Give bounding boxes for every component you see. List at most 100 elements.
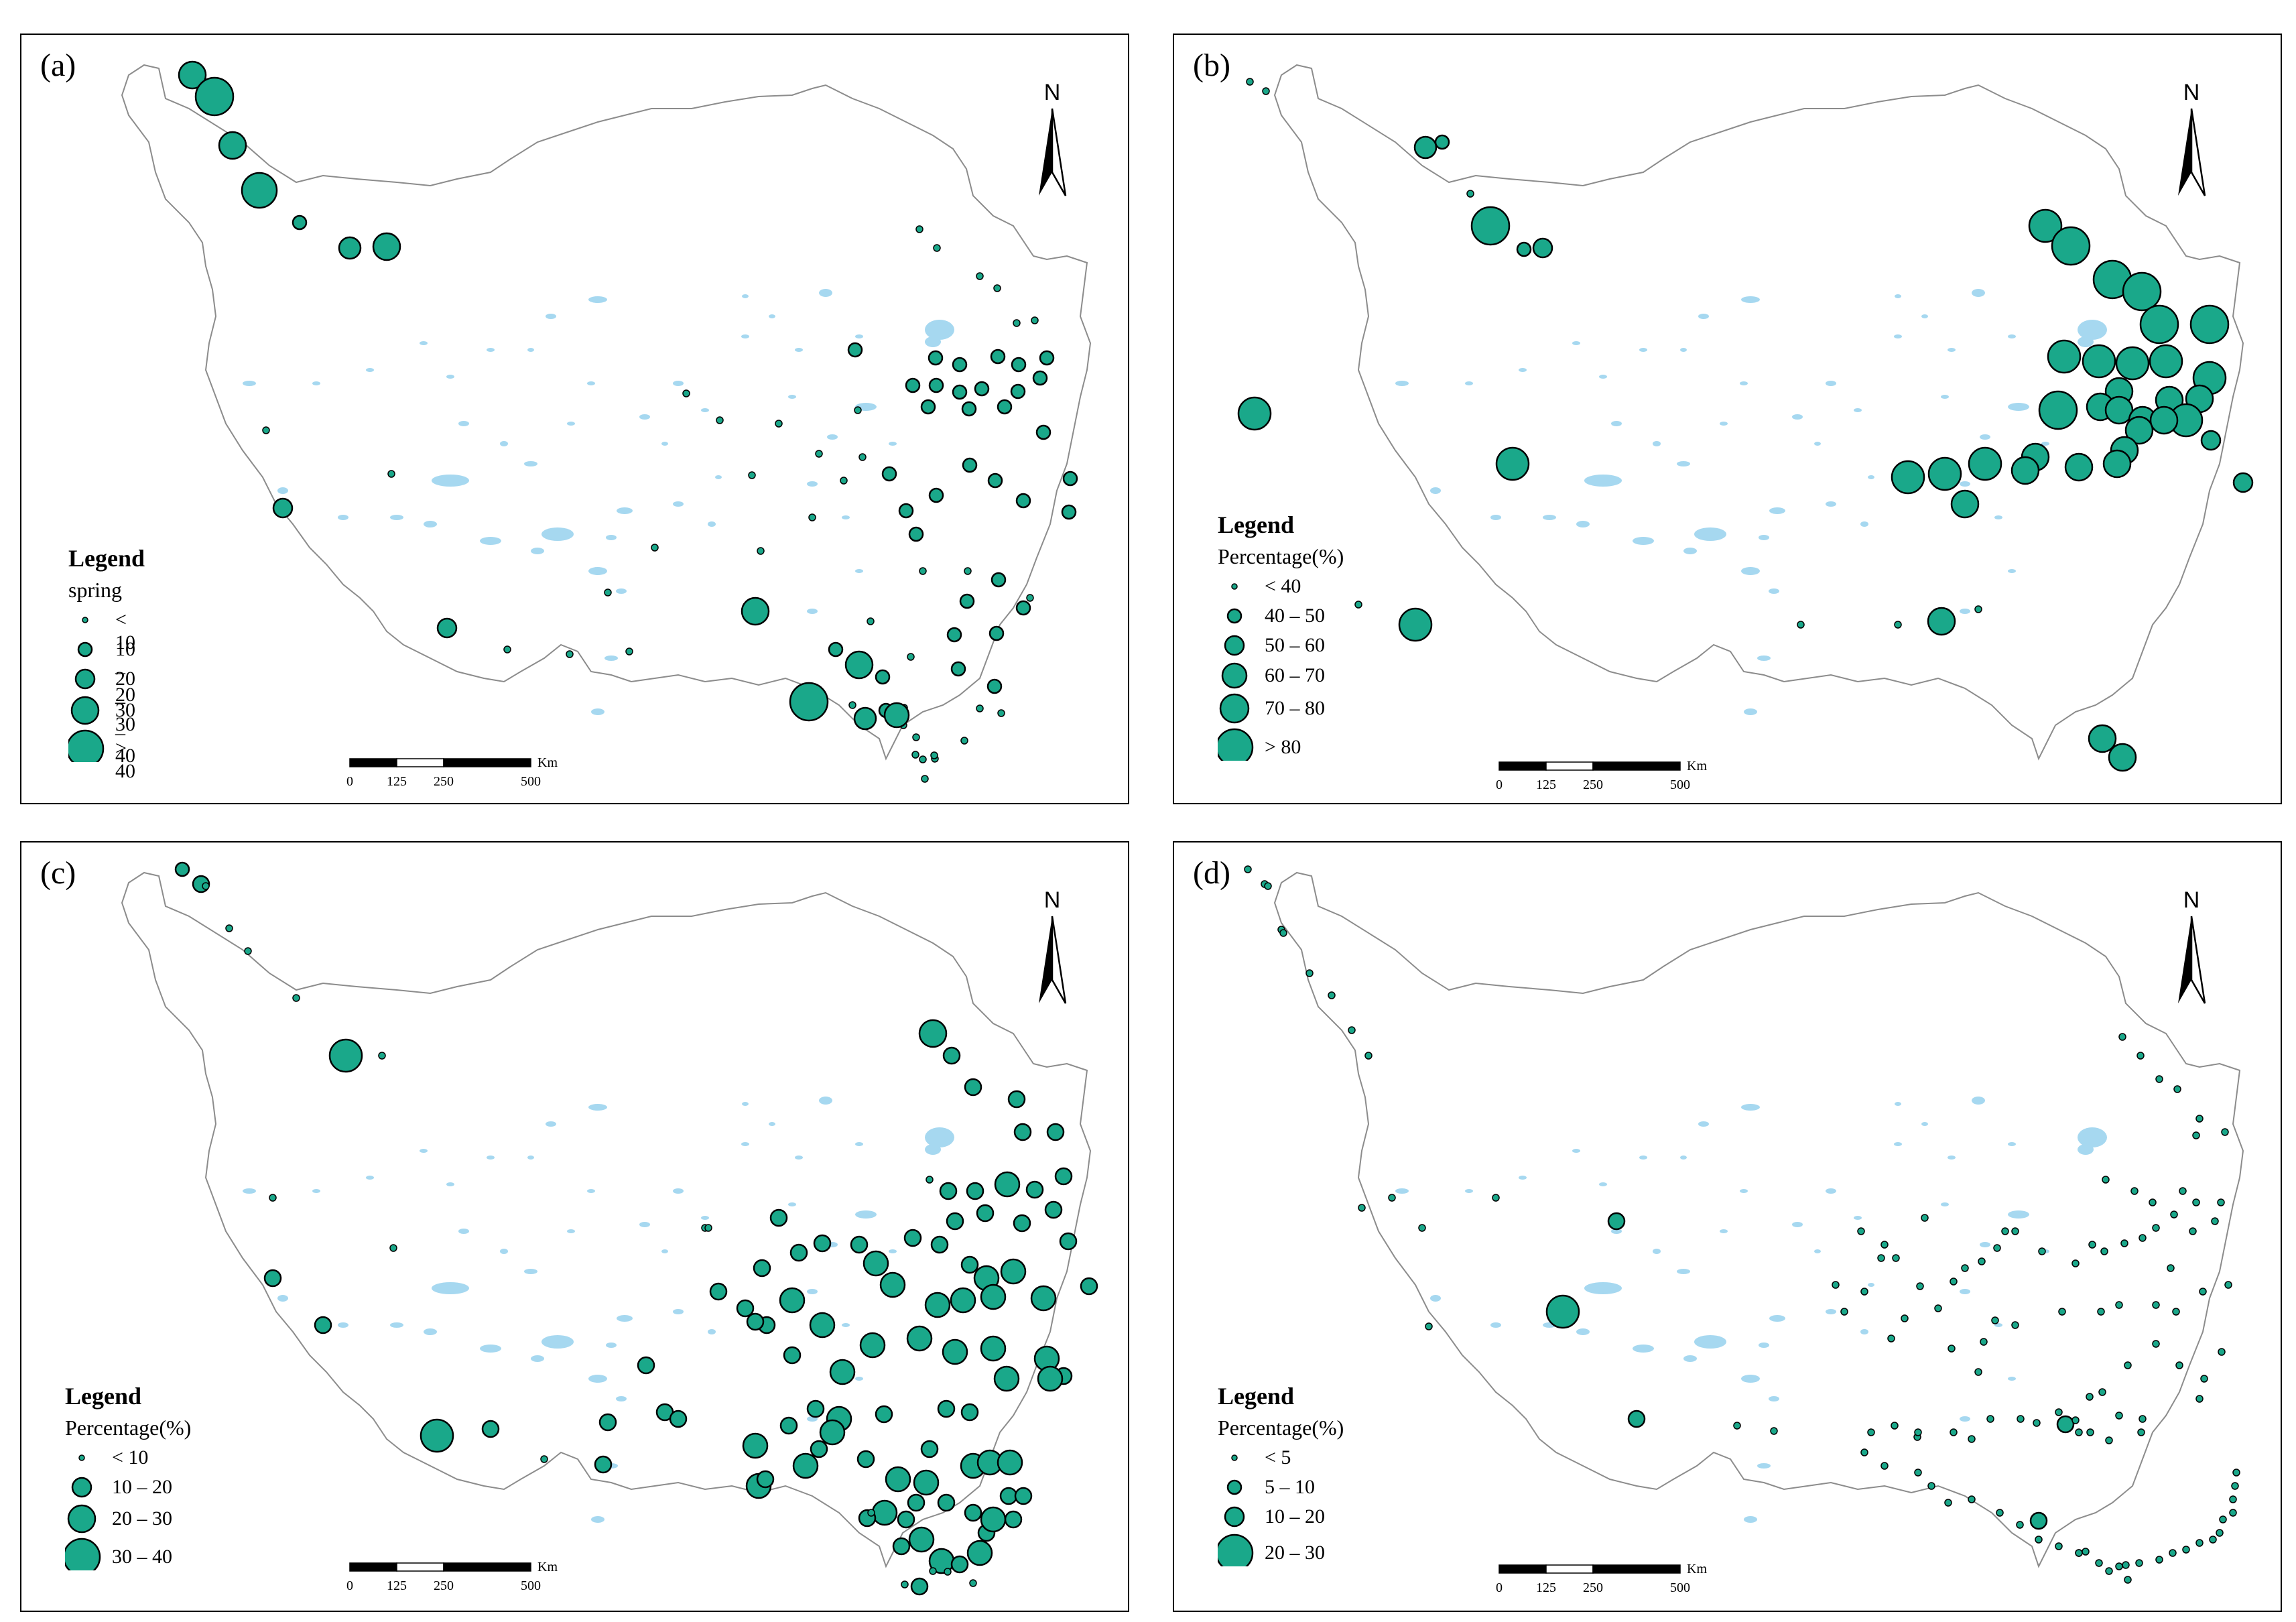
- station-marker: [1891, 460, 1925, 495]
- station-marker: [2064, 452, 2094, 482]
- station-marker: [1014, 1487, 1033, 1505]
- station-marker: [2139, 304, 2179, 345]
- station-marker: [933, 244, 941, 252]
- station-marker: [174, 861, 190, 877]
- station-marker: [1914, 1428, 1922, 1436]
- legend-symbol: [1218, 728, 1254, 761]
- station-marker: [991, 572, 1007, 588]
- lake: [424, 521, 437, 527]
- station-marker: [808, 513, 816, 521]
- plateau-boundary: [121, 64, 1092, 761]
- panel-label: (a): [40, 48, 76, 83]
- station-marker: [1388, 1194, 1396, 1202]
- station-marker: [2224, 1281, 2232, 1289]
- station-marker: [779, 1287, 806, 1314]
- lake: [2008, 334, 2016, 338]
- station-marker: [930, 1235, 949, 1254]
- lake: [1941, 1202, 1949, 1206]
- legend-items: < 40 40 – 50 50 – 60 60 – 70 70 – 80 > 80: [1218, 572, 1344, 769]
- station-marker: [937, 1399, 956, 1418]
- station-marker: [2152, 1301, 2160, 1309]
- station-marker: [2075, 1549, 2083, 1557]
- lake: [1895, 294, 1901, 298]
- lake: [277, 1295, 288, 1302]
- legend-symbol: [1218, 1534, 1254, 1566]
- lake: [2078, 1127, 2107, 1147]
- legend-label: > 40: [115, 737, 135, 782]
- map-canvas-c: N Km 0 125 250 500: [121, 861, 1098, 1596]
- scale-unit: Km: [537, 1560, 558, 1574]
- station-marker: [1927, 456, 1962, 491]
- legend-symbol: [1226, 1479, 1242, 1495]
- scale-tick-label: 125: [1536, 1580, 1556, 1595]
- legend-title: Legend: [68, 545, 145, 572]
- scale-tick-label: 0: [1496, 777, 1503, 792]
- lake: [1639, 348, 1647, 352]
- station-marker: [1080, 1277, 1098, 1296]
- legend-label: 20 – 30: [1265, 1542, 1325, 1564]
- lake: [1860, 521, 1868, 527]
- lake: [2078, 1144, 2094, 1155]
- station-marker: [1000, 1258, 1027, 1285]
- station-marker: [2047, 339, 2082, 374]
- station-marker: [1246, 78, 1254, 86]
- station-marker: [1013, 1214, 1031, 1233]
- scale-bar-segment: [443, 1562, 531, 1572]
- legend-item: 5 – 10: [1218, 1473, 1344, 1502]
- station-marker: [1880, 1241, 1889, 1249]
- lake: [855, 1210, 877, 1219]
- station-marker: [2169, 1549, 2177, 1557]
- legend-label: < 5: [1265, 1446, 1291, 1469]
- legend-subtitle: Percentage(%): [65, 1416, 192, 1440]
- legend-title: Legend: [65, 1383, 142, 1410]
- station-marker: [2105, 1567, 2113, 1575]
- legend-symbol: [78, 1454, 85, 1461]
- station-marker: [1860, 1288, 1868, 1296]
- station-marker: [2086, 1393, 2094, 1401]
- legend-symbol-icon: [68, 729, 105, 762]
- lake: [1960, 1289, 1970, 1294]
- lake: [2078, 320, 2107, 340]
- lake: [1611, 421, 1622, 426]
- scale-tick-label: 250: [1583, 1580, 1603, 1595]
- station-marker: [1354, 601, 1362, 609]
- lake: [1680, 348, 1687, 352]
- legend-symbol-icon: [67, 1504, 97, 1534]
- lake: [524, 1269, 537, 1274]
- station-marker: [789, 1243, 808, 1262]
- station-marker: [2211, 1217, 2219, 1225]
- station-marker: [292, 214, 308, 231]
- station-marker: [2200, 430, 2222, 451]
- legend-label: > 80: [1265, 736, 1301, 758]
- lake: [2008, 1142, 2016, 1146]
- legend-item: 70 – 80: [1218, 691, 1344, 726]
- station-marker: [2175, 1361, 2183, 1369]
- scale-bar-segment: [1592, 1564, 1681, 1574]
- station-marker: [598, 1413, 617, 1432]
- station-marker: [960, 1403, 979, 1422]
- station-marker: [2221, 1128, 2229, 1136]
- lake: [1599, 375, 1607, 379]
- legend-symbol: [1219, 693, 1250, 724]
- station-marker: [994, 1171, 1021, 1198]
- lake: [925, 320, 954, 340]
- station-marker: [2199, 1288, 2207, 1296]
- station-marker: [1927, 1482, 1935, 1490]
- station-marker: [908, 526, 924, 542]
- station-marker: [2149, 344, 2183, 379]
- lake: [708, 1329, 716, 1334]
- legend-items: < 5 5 – 10 10 – 20 20 – 30: [1218, 1443, 1344, 1574]
- lake: [889, 1249, 897, 1253]
- lake: [1757, 1463, 1771, 1469]
- legend-label: 40 – 50: [1265, 605, 1325, 627]
- station-marker: [436, 617, 458, 639]
- legend-item: 30 – 40: [65, 1536, 191, 1578]
- lake: [1395, 381, 1409, 386]
- station-marker: [2152, 1224, 2160, 1232]
- lake: [1653, 441, 1661, 446]
- station-marker: [2209, 1536, 2217, 1544]
- station-marker: [2017, 1415, 2025, 1423]
- lake: [795, 1156, 803, 1160]
- station-marker: [918, 1019, 948, 1048]
- station-marker: [950, 661, 966, 677]
